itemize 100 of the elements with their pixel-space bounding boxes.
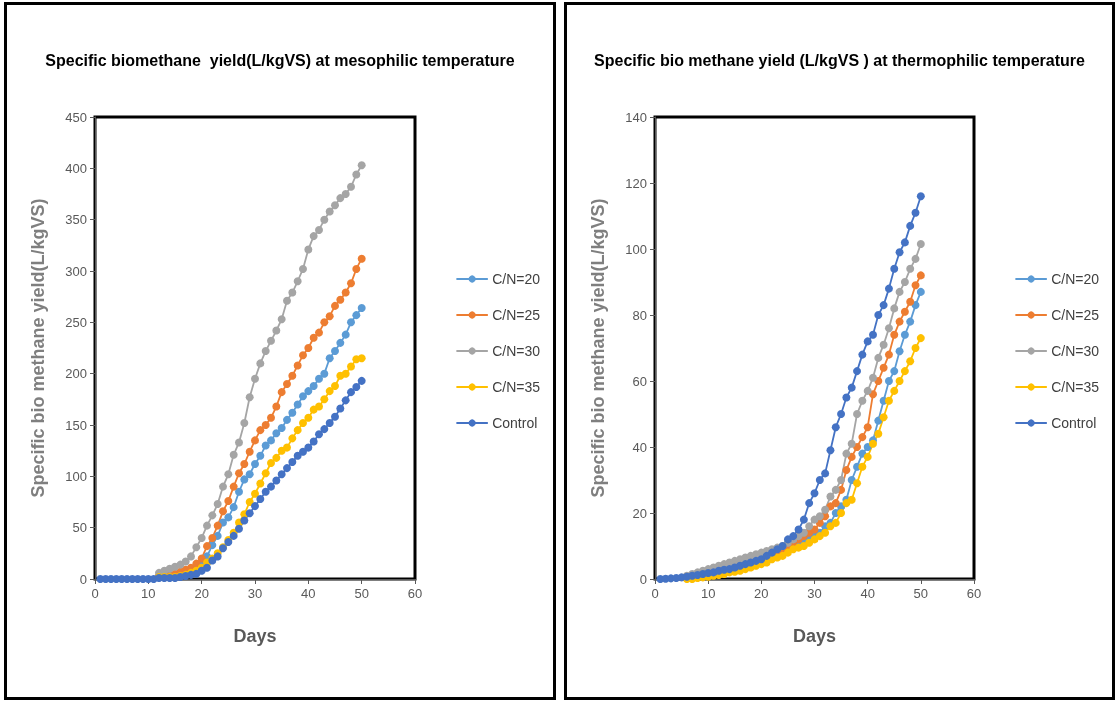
point: [858, 396, 867, 405]
x-tick-label: 50: [913, 586, 929, 601]
x-tick-label: 50: [354, 586, 369, 601]
x-tick-label: 60: [407, 586, 423, 601]
point: [906, 221, 915, 230]
point: [224, 470, 233, 479]
y-tick-label: 0: [639, 571, 647, 587]
point: [267, 458, 275, 467]
point: [293, 451, 302, 460]
point: [799, 515, 808, 524]
point: [229, 503, 238, 512]
point: [842, 466, 851, 475]
legend-label: C/N=30: [492, 343, 541, 359]
point: [341, 190, 350, 198]
point: [831, 485, 840, 494]
point: [299, 447, 307, 456]
point: [900, 330, 909, 339]
point: [224, 496, 233, 505]
point: [187, 552, 195, 561]
point: [821, 528, 830, 537]
point: [868, 330, 877, 339]
point: [858, 433, 867, 442]
point: [895, 377, 904, 385]
point: [325, 312, 334, 321]
point: [341, 369, 350, 378]
point: [315, 430, 323, 439]
point: [884, 284, 893, 293]
point: [831, 423, 840, 432]
point: [245, 498, 254, 506]
y-tick-label: 200: [65, 366, 87, 382]
point: [906, 317, 915, 326]
x-tick-label: 30: [247, 586, 263, 601]
point: [320, 318, 329, 327]
point: [336, 404, 345, 413]
point: [299, 392, 307, 401]
point: [304, 245, 313, 254]
point: [229, 482, 238, 491]
point: [352, 383, 361, 392]
y-tick-label: 250: [65, 314, 87, 330]
point: [895, 317, 904, 326]
point: [203, 521, 211, 530]
point: [890, 367, 899, 376]
point: [197, 554, 206, 563]
y-tick-label: 450: [65, 109, 87, 125]
point: [842, 449, 851, 458]
point: [805, 522, 814, 531]
point: [208, 511, 217, 520]
point: [261, 469, 270, 478]
x-tick-label: 10: [141, 586, 156, 601]
legend-label: Control: [1051, 415, 1097, 431]
point: [900, 307, 909, 316]
point: [283, 379, 291, 388]
point: [315, 402, 323, 411]
point: [235, 469, 243, 478]
point: [309, 232, 318, 241]
point: [245, 447, 254, 456]
point: [283, 296, 291, 305]
point: [245, 393, 254, 402]
point: [900, 278, 909, 286]
point: [815, 476, 824, 484]
point: [890, 330, 899, 339]
point: [911, 344, 920, 352]
point: [842, 393, 851, 402]
y-tick-label: 300: [65, 263, 87, 279]
y-tick-label: 100: [625, 241, 647, 257]
y-tick-label: 20: [632, 505, 647, 521]
point: [203, 542, 211, 551]
legend-label: C/N=30: [1051, 343, 1100, 359]
point: [890, 304, 899, 313]
legend-label: Control: [492, 415, 538, 431]
point: [219, 482, 227, 491]
point: [853, 367, 862, 376]
point: [219, 507, 227, 516]
point: [895, 287, 904, 296]
point: [256, 426, 265, 435]
point: [240, 418, 249, 427]
point: [288, 408, 297, 417]
y-tick-label: 120: [625, 175, 647, 191]
point: [357, 354, 366, 363]
point: [304, 387, 313, 396]
point: [208, 533, 217, 542]
point: [837, 509, 846, 517]
point: [906, 264, 915, 273]
point: [352, 264, 361, 273]
point: [245, 509, 254, 518]
point: [347, 318, 355, 327]
point: [831, 499, 840, 508]
point: [240, 516, 249, 525]
x-tick-label: 40: [860, 586, 875, 601]
point: [805, 499, 814, 508]
point: [325, 418, 334, 427]
point: [299, 418, 307, 427]
point: [347, 182, 355, 191]
x-tick-label: 0: [91, 586, 99, 601]
point: [900, 367, 909, 376]
legend-label: C/N=35: [1051, 379, 1100, 395]
x-tick-label: 20: [194, 586, 209, 601]
point: [272, 429, 281, 438]
point: [911, 281, 920, 290]
point: [331, 412, 339, 421]
